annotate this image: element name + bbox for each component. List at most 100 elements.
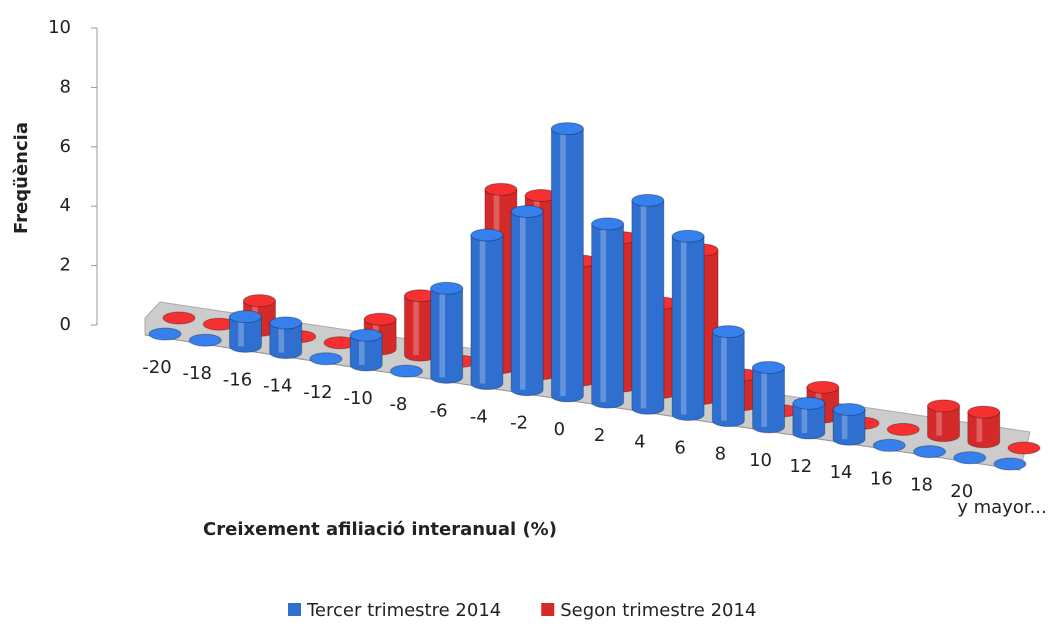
x-tick-label: 12 — [789, 456, 812, 477]
bar-top — [309, 352, 343, 366]
bar — [953, 451, 987, 465]
bar-highlight — [439, 288, 446, 378]
bar-top — [162, 311, 196, 325]
bar-top — [242, 294, 276, 308]
bar — [886, 422, 920, 436]
bar — [228, 310, 262, 353]
x-tick-label: -10 — [343, 388, 372, 409]
bar — [309, 352, 343, 366]
bar — [993, 457, 1027, 471]
bar — [550, 122, 584, 403]
bar-body — [430, 287, 464, 384]
bar-highlight — [801, 403, 808, 434]
bar-top — [886, 422, 920, 436]
bar-highlight — [761, 367, 767, 427]
bar-body — [470, 234, 504, 391]
bar — [832, 403, 866, 446]
x-tick-label: -4 — [470, 407, 488, 428]
bar-top — [927, 399, 961, 413]
bar-highlight — [640, 200, 647, 409]
bar-top — [711, 325, 745, 339]
x-tick-label: -16 — [223, 369, 252, 390]
legend-label: Segon trimestre 2014 — [560, 600, 756, 621]
x-tick-label: 2 — [594, 425, 605, 446]
bar-body — [228, 316, 262, 353]
bar-body — [510, 211, 544, 397]
bar-highlight — [560, 128, 566, 396]
bar-top — [148, 327, 182, 341]
bar — [389, 364, 423, 378]
bar — [269, 316, 303, 360]
x-tick-label: -6 — [430, 400, 448, 421]
bar-body — [269, 322, 303, 360]
bar — [967, 405, 1001, 449]
bar-highlight — [841, 409, 848, 440]
x-tick-label: 18 — [910, 475, 933, 496]
bar-body — [927, 405, 961, 443]
bar-highlight — [680, 236, 687, 415]
bar-top — [953, 451, 987, 465]
bar-top — [1007, 441, 1041, 455]
bar-body — [752, 366, 786, 434]
bar-top — [913, 445, 947, 459]
x-tick-label: 6 — [674, 437, 685, 458]
bar-highlight — [519, 211, 526, 390]
x-tick-label: -20 — [142, 357, 171, 378]
bar — [430, 281, 464, 384]
bar-highlight — [278, 322, 285, 353]
bar — [188, 333, 222, 347]
legend-label: Tercer trimestre 2014 — [306, 600, 501, 621]
x-tick-label: -8 — [389, 394, 407, 415]
bar-top — [510, 205, 544, 219]
bar — [162, 311, 196, 325]
bar-top — [269, 316, 303, 330]
bar-highlight — [479, 235, 486, 384]
bar-body — [550, 128, 584, 403]
x-tick-label: -18 — [183, 363, 212, 384]
bar-highlight — [976, 412, 983, 442]
bar-top — [671, 229, 705, 243]
bar-highlight — [936, 405, 942, 436]
bar-highlight — [600, 223, 607, 403]
bar-body — [967, 411, 1001, 449]
bar-body — [591, 223, 625, 409]
bar-highlight — [721, 331, 727, 421]
bar — [792, 396, 826, 440]
bar — [872, 438, 906, 452]
bar-top — [363, 312, 397, 326]
bar — [470, 228, 504, 391]
bar-top — [752, 360, 786, 374]
bar — [711, 325, 745, 428]
bar-top — [389, 364, 423, 378]
bar-top — [349, 328, 383, 342]
y-tick-label: 0 — [60, 314, 71, 335]
bar — [148, 327, 182, 341]
bar-top — [470, 228, 504, 242]
x-axis-title: Creixement afiliació interanual (%) — [203, 519, 557, 540]
x-tick-label: 0 — [554, 419, 565, 440]
x-tick-label: 8 — [715, 444, 726, 465]
bar-body — [832, 409, 866, 446]
bar-top — [484, 182, 518, 196]
bar — [671, 229, 705, 421]
x-tick-label: y mayor... — [957, 497, 1047, 518]
bar-body — [792, 402, 826, 440]
bar-top — [792, 396, 826, 410]
bar — [349, 328, 383, 372]
x-tick-label: -12 — [303, 382, 332, 403]
bar-top — [967, 405, 1001, 419]
bar-top — [872, 438, 906, 452]
legend-swatch — [541, 603, 555, 616]
bar — [591, 217, 625, 409]
legend-swatch — [288, 603, 301, 616]
bar-top — [631, 193, 665, 207]
bar-body — [349, 334, 383, 372]
bar-highlight — [238, 316, 244, 347]
y-tick-label: 8 — [60, 76, 71, 97]
x-tick-label: 14 — [830, 462, 853, 483]
bar-top — [993, 457, 1027, 471]
x-tick-label: 16 — [870, 468, 893, 489]
y-axis-title: Freqüència — [11, 122, 32, 234]
bar-top — [430, 281, 464, 295]
